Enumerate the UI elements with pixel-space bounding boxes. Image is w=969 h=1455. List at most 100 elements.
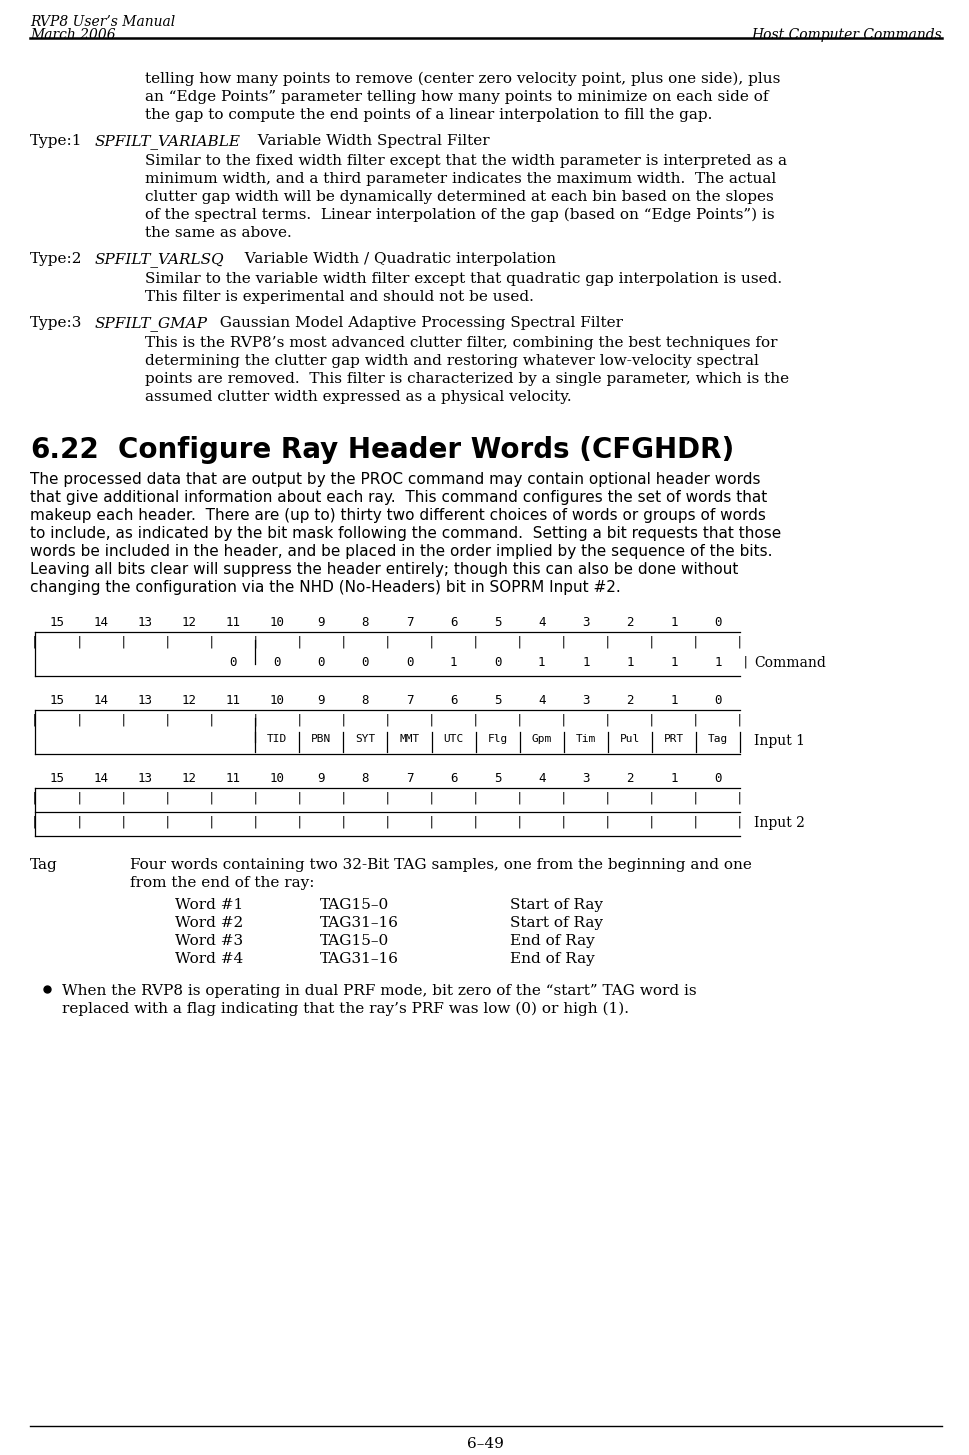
Text: |: | xyxy=(647,792,655,805)
Text: |: | xyxy=(427,792,435,805)
Text: 3: 3 xyxy=(581,773,589,786)
Text: SYT: SYT xyxy=(355,733,375,744)
Text: |: | xyxy=(207,636,215,649)
Text: |: | xyxy=(251,714,259,728)
Text: from the end of the ray:: from the end of the ray: xyxy=(130,876,314,890)
Text: 8: 8 xyxy=(361,615,369,629)
Text: 1: 1 xyxy=(670,694,677,707)
Text: to include, as indicated by the bit mask following the command.  Setting a bit r: to include, as indicated by the bit mask… xyxy=(30,527,780,541)
Text: 6: 6 xyxy=(450,773,456,786)
Text: Gpm: Gpm xyxy=(531,733,551,744)
Text: 2: 2 xyxy=(625,615,633,629)
Text: 7: 7 xyxy=(405,773,413,786)
Text: |: | xyxy=(76,714,82,728)
Text: Leaving all bits clear will suppress the header entirely; though this can also b: Leaving all bits clear will suppress the… xyxy=(30,562,737,578)
Text: TAG15–0: TAG15–0 xyxy=(320,898,389,912)
Text: changing the configuration via the NHD (No-Headers) bit in SOPRM Input #2.: changing the configuration via the NHD (… xyxy=(30,581,620,595)
Text: |: | xyxy=(471,792,479,805)
Text: TAG31–16: TAG31–16 xyxy=(320,952,398,966)
Text: 15: 15 xyxy=(49,694,65,707)
Text: Word #2: Word #2 xyxy=(174,917,243,930)
Text: 0: 0 xyxy=(273,656,281,669)
Text: |: | xyxy=(559,792,567,805)
Text: the gap to compute the end points of a linear interpolation to fill the gap.: the gap to compute the end points of a l… xyxy=(144,108,711,122)
Text: 13: 13 xyxy=(138,773,152,786)
Text: 11: 11 xyxy=(226,615,240,629)
Text: Start of Ray: Start of Ray xyxy=(510,898,603,912)
Text: Gaussian Model Adaptive Processing Spectral Filter: Gaussian Model Adaptive Processing Spect… xyxy=(209,316,622,330)
Text: Type:3: Type:3 xyxy=(30,316,82,330)
Text: of the spectral terms.  Linear interpolation of the gap (based on “Edge Points”): of the spectral terms. Linear interpolat… xyxy=(144,208,774,223)
Text: 13: 13 xyxy=(138,615,152,629)
Text: |: | xyxy=(163,636,171,649)
Text: |: | xyxy=(251,816,259,829)
Text: clutter gap width will be dynamically determined at each bin based on the slopes: clutter gap width will be dynamically de… xyxy=(144,191,773,204)
Text: |: | xyxy=(559,714,567,728)
Text: 0: 0 xyxy=(317,656,325,669)
Text: |: | xyxy=(516,792,523,805)
Text: |: | xyxy=(163,816,171,829)
Text: RVP8 User’s Manual: RVP8 User’s Manual xyxy=(30,15,175,29)
Text: |: | xyxy=(296,792,302,805)
Text: Word #3: Word #3 xyxy=(174,934,243,949)
Text: |: | xyxy=(604,636,610,649)
Text: 10: 10 xyxy=(269,615,285,629)
Text: 3: 3 xyxy=(581,615,589,629)
Text: assumed clutter width expressed as a physical velocity.: assumed clutter width expressed as a phy… xyxy=(144,390,571,404)
Text: 1: 1 xyxy=(713,656,721,669)
Text: 10: 10 xyxy=(269,773,285,786)
Text: 9: 9 xyxy=(317,615,325,629)
Text: |: | xyxy=(692,636,699,649)
Text: |: | xyxy=(76,636,82,649)
Text: 14: 14 xyxy=(93,773,109,786)
Text: |: | xyxy=(207,792,215,805)
Text: |: | xyxy=(163,714,171,728)
Text: |: | xyxy=(427,816,435,829)
Text: |: | xyxy=(559,816,567,829)
Text: |: | xyxy=(251,636,259,649)
Text: 11: 11 xyxy=(226,694,240,707)
Text: |: | xyxy=(296,714,302,728)
Text: |: | xyxy=(647,816,655,829)
Text: This is the RVP8’s most advanced clutter filter, combining the best techniques f: This is the RVP8’s most advanced clutter… xyxy=(144,336,777,351)
Text: 14: 14 xyxy=(93,615,109,629)
Text: Tim: Tim xyxy=(575,733,595,744)
Text: Flg: Flg xyxy=(487,733,507,744)
Text: Start of Ray: Start of Ray xyxy=(510,917,603,930)
Text: 2: 2 xyxy=(625,694,633,707)
Text: makeup each header.  There are (up to) thirty two different choices of words or : makeup each header. There are (up to) th… xyxy=(30,508,766,522)
Text: Variable Width / Quadratic interpolation: Variable Width / Quadratic interpolation xyxy=(234,252,555,266)
Text: |: | xyxy=(741,656,749,669)
Text: Type:1: Type:1 xyxy=(30,134,82,148)
Text: 6: 6 xyxy=(450,615,456,629)
Text: 6: 6 xyxy=(450,694,456,707)
Text: |: | xyxy=(119,816,127,829)
Text: |: | xyxy=(735,816,743,829)
Text: 0: 0 xyxy=(405,656,413,669)
Text: |: | xyxy=(251,792,259,805)
Text: PBN: PBN xyxy=(311,733,331,744)
Text: Command: Command xyxy=(753,656,825,669)
Text: |: | xyxy=(31,636,39,649)
Text: |: | xyxy=(427,714,435,728)
Text: |: | xyxy=(647,714,655,728)
Text: |: | xyxy=(692,816,699,829)
Text: 0: 0 xyxy=(493,656,501,669)
Text: |: | xyxy=(735,636,743,649)
Text: |: | xyxy=(384,714,391,728)
Text: |: | xyxy=(339,636,347,649)
Text: 0: 0 xyxy=(361,656,369,669)
Text: 8: 8 xyxy=(361,773,369,786)
Text: 13: 13 xyxy=(138,694,152,707)
Text: 10: 10 xyxy=(269,694,285,707)
Text: |: | xyxy=(735,714,743,728)
Text: 2: 2 xyxy=(625,773,633,786)
Text: |: | xyxy=(516,636,523,649)
Text: Input 2: Input 2 xyxy=(753,816,804,829)
Text: 12: 12 xyxy=(181,694,197,707)
Text: TAG15–0: TAG15–0 xyxy=(320,934,389,949)
Text: When the RVP8 is operating in dual PRF mode, bit zero of the “start” TAG word is: When the RVP8 is operating in dual PRF m… xyxy=(62,984,696,998)
Text: Input 1: Input 1 xyxy=(753,733,804,748)
Text: |: | xyxy=(339,816,347,829)
Text: End of Ray: End of Ray xyxy=(510,952,594,966)
